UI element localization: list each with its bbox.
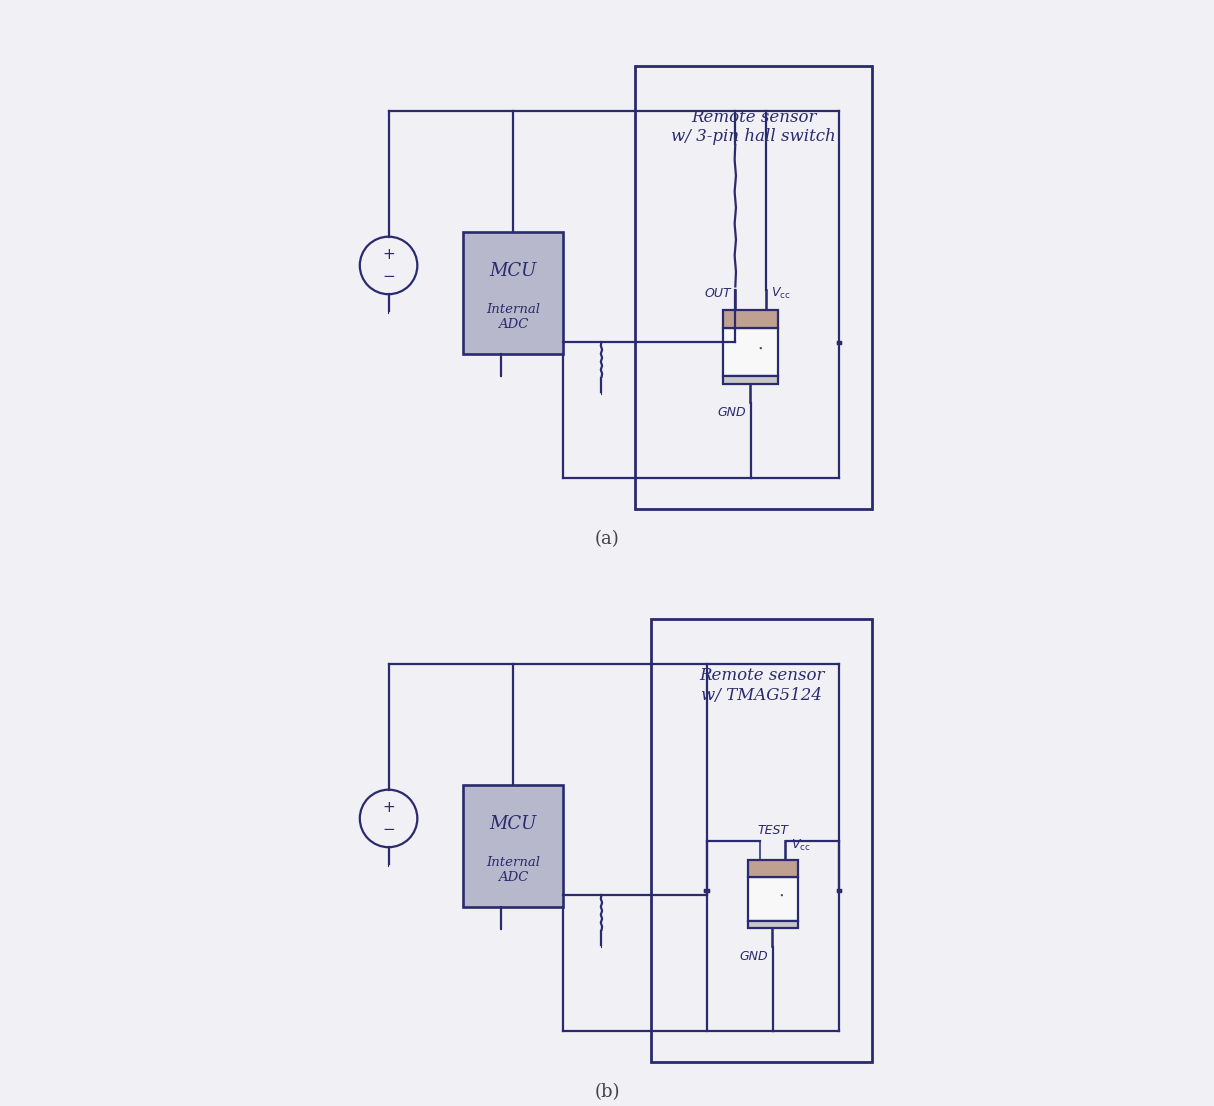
- Text: V$_{\rm cc}$: V$_{\rm cc}$: [792, 837, 811, 853]
- Bar: [724, 310, 778, 328]
- Bar: [464, 785, 563, 907]
- Text: Remote sensor
w/ 3-pin hall switch: Remote sensor w/ 3-pin hall switch: [671, 108, 836, 146]
- Bar: [748, 877, 798, 920]
- Bar: [748, 860, 798, 877]
- Text: Internal
ADC: Internal ADC: [486, 856, 540, 885]
- Text: V$_{\rm cc}$: V$_{\rm cc}$: [771, 285, 790, 301]
- Bar: [464, 232, 563, 354]
- Bar: [748, 920, 798, 928]
- Text: Internal
ADC: Internal ADC: [486, 303, 540, 332]
- Text: Remote sensor
w/ TMAG5124: Remote sensor w/ TMAG5124: [699, 667, 824, 705]
- Bar: [651, 619, 873, 1062]
- Text: TEST: TEST: [758, 824, 788, 837]
- Text: (b): (b): [594, 1083, 620, 1102]
- Text: +: +: [382, 800, 395, 815]
- Text: GND: GND: [717, 406, 747, 419]
- Text: GND: GND: [739, 950, 768, 963]
- Text: −: −: [382, 269, 395, 284]
- Text: +: +: [382, 247, 395, 262]
- Text: (a): (a): [595, 530, 619, 549]
- Text: OUT: OUT: [704, 286, 731, 300]
- Bar: [635, 66, 873, 509]
- Bar: [724, 328, 778, 376]
- Bar: [724, 376, 778, 384]
- Text: MCU: MCU: [489, 815, 537, 833]
- Text: MCU: MCU: [489, 262, 537, 280]
- Text: −: −: [382, 822, 395, 837]
